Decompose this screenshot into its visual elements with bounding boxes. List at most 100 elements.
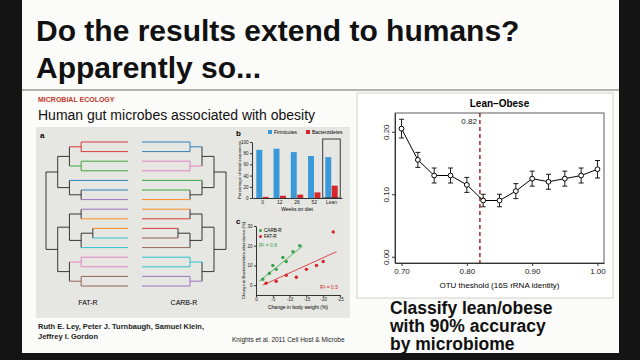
error-bar-cap	[415, 152, 420, 153]
error-bar-cap	[513, 198, 518, 199]
error-bar-cap	[464, 192, 469, 193]
tree-branch	[214, 249, 226, 250]
tree-branch	[190, 214, 202, 215]
error-bar-cap	[464, 177, 469, 178]
tick-label: -5	[271, 297, 275, 302]
bar	[325, 157, 331, 198]
axis: 0.000.100.20	[382, 114, 396, 266]
threshold-label: 0.82	[461, 117, 477, 126]
axis: 020406080100	[241, 140, 253, 201]
bar	[332, 186, 338, 198]
tick: 20	[247, 244, 256, 249]
tick: 0.80	[460, 263, 476, 276]
tick-mark	[250, 164, 252, 165]
tick: 20	[243, 185, 252, 190]
point	[448, 173, 453, 178]
threshold-line	[479, 113, 480, 263]
tick-label: 26	[294, 199, 300, 205]
tick-mark	[392, 194, 395, 195]
tree-branch	[93, 238, 128, 239]
tick-label: 0	[261, 199, 264, 205]
legend-label: CARB-R	[264, 228, 282, 233]
section-label: MICROBIAL ECOLOGY	[38, 96, 115, 103]
tree-branch	[142, 257, 190, 258]
point	[432, 173, 437, 178]
point	[332, 230, 335, 233]
tree-branch	[46, 249, 58, 250]
error-bar	[562, 171, 567, 186]
slide-title: Do the results extend to humans?	[36, 14, 519, 47]
tree-branch	[69, 146, 81, 147]
tick-label: 100	[241, 140, 249, 145]
tick-label: 0	[246, 196, 249, 201]
point	[285, 274, 288, 277]
point	[497, 198, 502, 203]
tree-label: FAT-R	[78, 299, 97, 306]
legend-swatch	[306, 130, 310, 134]
conclusion: Classify lean/obese	[390, 298, 553, 318]
point	[322, 260, 325, 263]
point	[274, 280, 277, 283]
tree-branch	[69, 180, 128, 181]
annotation: R² = 0.5	[320, 284, 338, 290]
tick: -25	[337, 295, 344, 302]
axis-line	[257, 295, 341, 296]
point	[546, 179, 551, 184]
tick-mark	[250, 176, 252, 177]
point	[562, 176, 567, 181]
tick-label: 0	[250, 283, 253, 288]
figure-heading: Human gut microbes associated with obesi…	[38, 107, 315, 123]
tick-label: 0.70	[394, 267, 410, 276]
bar	[297, 195, 303, 198]
tree-branch	[81, 276, 128, 277]
tree-branch	[142, 228, 178, 229]
tree-branch	[202, 227, 214, 228]
tick: 52	[311, 199, 317, 205]
tick: 30	[247, 224, 256, 229]
plot-frame	[395, 113, 604, 263]
tree-branch	[81, 257, 128, 258]
error-bar-cap	[481, 194, 486, 195]
tree-branch	[142, 151, 190, 152]
error-bar-cap	[579, 168, 584, 169]
axis-line	[396, 263, 605, 264]
point	[298, 244, 301, 247]
axis-line	[256, 227, 257, 296]
tick-label: 12	[277, 199, 283, 205]
tick-mark	[254, 246, 256, 247]
tree-branch	[58, 227, 70, 228]
tick: 80	[243, 151, 252, 156]
axis-title: OTU theshold (16S rRNA identity)	[439, 281, 559, 290]
error-bar	[530, 171, 535, 186]
point	[295, 276, 298, 279]
point	[464, 182, 469, 187]
tree-branch	[58, 271, 70, 272]
citation: Knights et al. 2011 Cell Host & Microbe	[232, 336, 345, 344]
tick-mark	[250, 198, 252, 199]
error-bar-cap	[432, 183, 437, 184]
bar	[274, 149, 280, 198]
bar	[291, 152, 297, 198]
panel-label: b	[236, 129, 241, 138]
tick: 10	[247, 263, 256, 268]
point	[579, 173, 584, 178]
tick-label: 0	[255, 297, 258, 302]
tree-branch	[142, 142, 190, 143]
error-bar-cap	[579, 183, 584, 184]
tree-branch	[214, 172, 226, 173]
tree-branch	[81, 151, 128, 152]
plot-area	[256, 149, 337, 198]
tick-label: -10	[287, 297, 294, 302]
tick: 0	[250, 283, 256, 288]
tree-branch	[142, 276, 190, 277]
tick-label: 52	[311, 199, 317, 205]
tick: 0.90	[525, 263, 541, 276]
slide-title: Apparently so...	[36, 51, 261, 84]
tick-mark	[597, 263, 598, 266]
tree-branch	[81, 199, 128, 200]
error-bar-cap	[595, 178, 600, 179]
tick-mark	[254, 226, 256, 227]
axis: 0.700.800.901.00	[394, 263, 606, 276]
series-line	[402, 129, 598, 201]
tick-label: 0.80	[460, 267, 476, 276]
